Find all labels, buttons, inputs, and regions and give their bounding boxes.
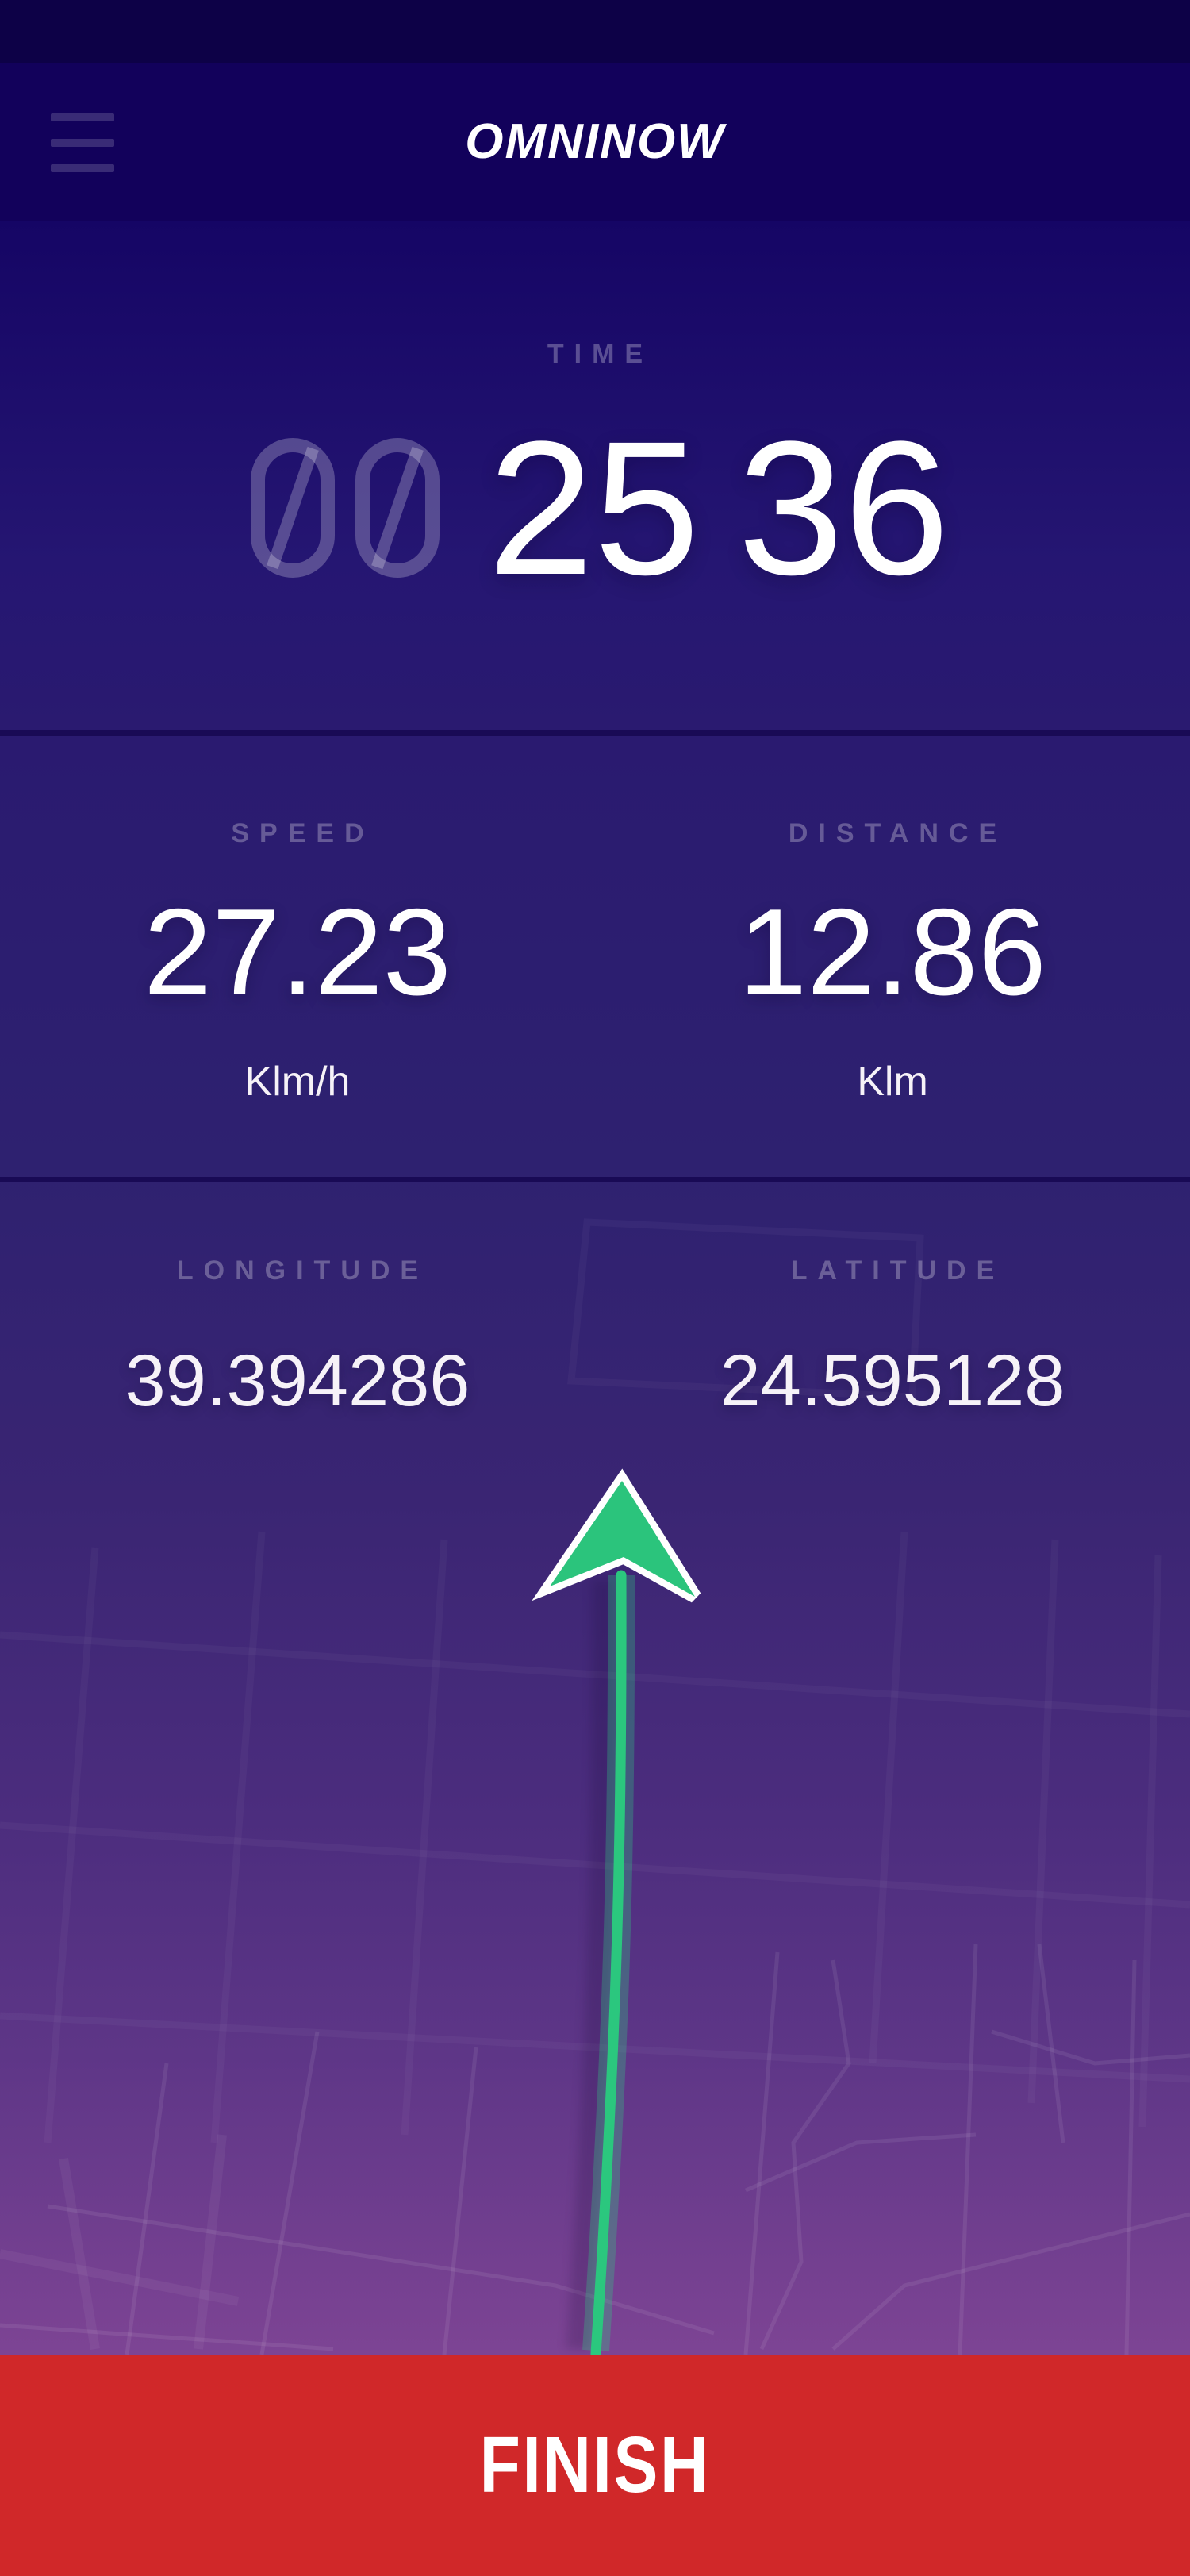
distance-unit: Klm (857, 1059, 928, 1105)
time-minutes: 25 (488, 402, 700, 614)
longitude-value: 39.394286 (125, 1340, 470, 1421)
navigation-arrow-icon (532, 1468, 701, 1603)
hamburger-bar (51, 164, 114, 172)
menu-button[interactable] (51, 106, 114, 179)
app-logo: OMNINOW (465, 114, 725, 169)
distance-label: DISTANCE (788, 817, 1008, 848)
speed-value: 27.23 (144, 883, 451, 1021)
latitude-label: LATITUDE (790, 1255, 1005, 1286)
speed-unit: Klm/h (244, 1059, 351, 1105)
tracking-dashboard: TIME 25 36 SPEED DISTANCE 27.23 12.86 Kl… (0, 221, 1190, 2355)
map-streets (0, 1944, 1190, 2355)
finish-button[interactable]: FINISH (0, 2355, 1190, 2576)
status-bar (0, 0, 1190, 63)
route-glow (582, 1574, 635, 2352)
route-shadow (566, 1578, 616, 2351)
distance-value: 12.86 (739, 883, 1046, 1021)
latitude-value: 24.595128 (720, 1340, 1065, 1421)
section-divider (0, 730, 1190, 736)
hamburger-bar (51, 139, 114, 147)
finish-button-label: FINISH (479, 2420, 711, 2509)
time-hours (240, 438, 450, 578)
longitude-label: LONGITUDE (176, 1255, 429, 1286)
section-divider (0, 1177, 1190, 1182)
map-roads (0, 2134, 240, 2350)
hamburger-bar (51, 113, 114, 121)
time-label: TIME (547, 338, 654, 369)
route-path (590, 1570, 627, 2355)
speed-label: SPEED (231, 817, 374, 848)
app-header: OMNINOW (0, 63, 1190, 221)
time-seconds: 36 (738, 402, 950, 614)
time-display: 25 36 (0, 402, 1190, 614)
